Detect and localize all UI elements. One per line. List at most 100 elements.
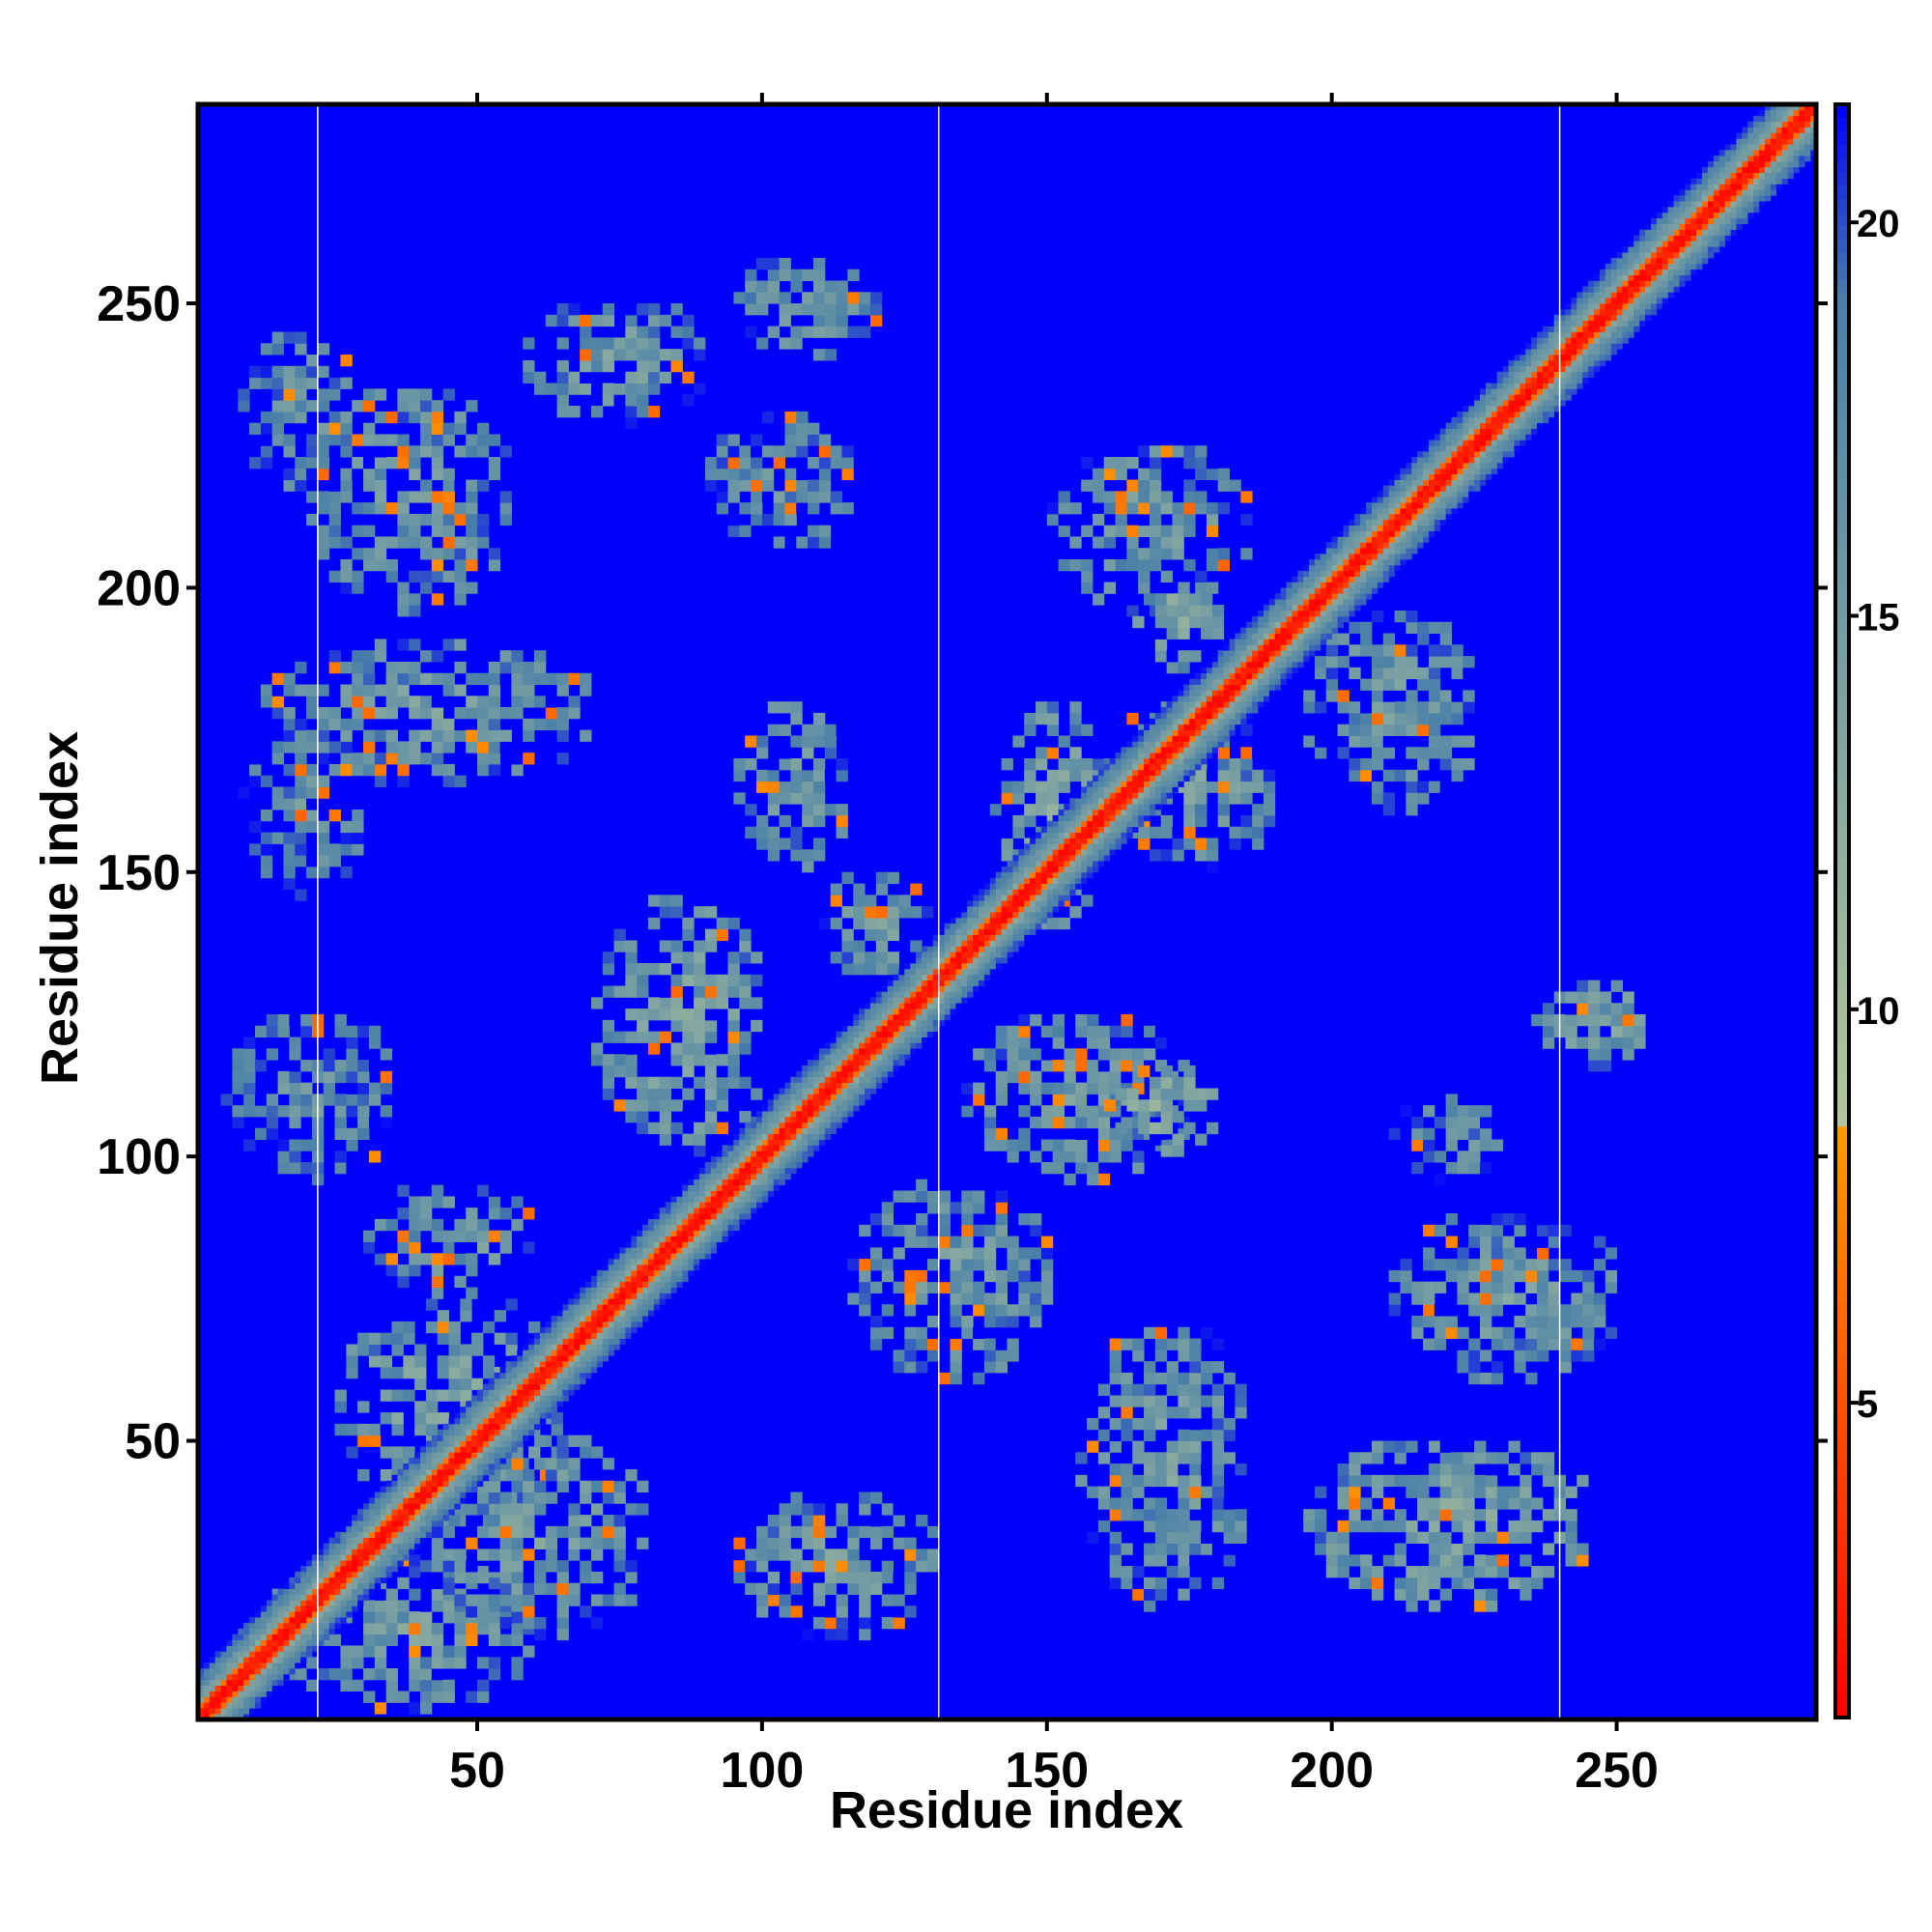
contact-cell bbox=[1149, 1088, 1162, 1100]
contact-cell bbox=[1622, 1003, 1634, 1015]
contact-cell bbox=[767, 1594, 781, 1606]
diagonal-cell bbox=[562, 1378, 569, 1385]
contact-cell bbox=[1514, 1350, 1526, 1362]
diagonal-cell bbox=[340, 1554, 347, 1561]
contact-cell bbox=[812, 314, 826, 327]
diagonal-cell bbox=[397, 1543, 404, 1549]
contact-cell bbox=[442, 525, 455, 537]
contact-cell bbox=[374, 1218, 387, 1232]
contact-cell bbox=[1491, 1361, 1504, 1374]
diagonal-cell bbox=[523, 1383, 529, 1390]
contact-cell bbox=[670, 359, 683, 373]
contact-cell bbox=[334, 1162, 347, 1175]
contact-cell bbox=[670, 1019, 683, 1033]
diagonal-cell bbox=[488, 1412, 496, 1419]
contact-cell bbox=[1406, 769, 1418, 782]
diagonal-cell bbox=[437, 1429, 444, 1436]
contact-cell bbox=[1081, 570, 1094, 583]
diagonal-cell bbox=[670, 1247, 677, 1254]
contact-cell bbox=[1559, 1304, 1572, 1317]
diagonal-cell bbox=[317, 1548, 325, 1555]
diagonal-cell bbox=[238, 1714, 244, 1719]
contact-cell bbox=[328, 377, 341, 389]
diagonal-cell bbox=[266, 1617, 273, 1624]
contact-cell bbox=[602, 1031, 615, 1043]
diagonal-cell bbox=[528, 1366, 535, 1374]
contact-cell bbox=[1571, 1316, 1583, 1328]
contact-cell bbox=[682, 1133, 695, 1146]
contact-cell bbox=[1092, 468, 1105, 481]
contact-cell bbox=[841, 962, 854, 976]
contact-cell bbox=[893, 1190, 905, 1203]
diagonal-cell bbox=[346, 1577, 353, 1584]
contact-cell bbox=[659, 1122, 672, 1135]
diagonal-cell bbox=[523, 1429, 529, 1436]
contact-cell bbox=[580, 1446, 592, 1459]
contact-cell bbox=[916, 1179, 928, 1191]
contact-cell bbox=[1480, 1350, 1492, 1362]
contact-cell bbox=[1109, 1543, 1122, 1555]
contact-cell bbox=[790, 326, 803, 338]
diagonal-cell bbox=[425, 1509, 433, 1516]
contact-cell bbox=[1183, 525, 1196, 537]
diagonal-cell bbox=[352, 1588, 358, 1595]
contact-cell bbox=[1183, 804, 1196, 816]
contact-cell bbox=[1382, 1497, 1396, 1510]
contact-cell bbox=[1046, 724, 1060, 736]
diagonal-cell bbox=[306, 1582, 313, 1589]
contact-cell bbox=[1223, 1452, 1236, 1464]
contact-cell bbox=[1211, 1577, 1225, 1590]
contact-cell bbox=[283, 810, 296, 822]
contact-cell bbox=[647, 1099, 661, 1112]
contact-cell bbox=[704, 1065, 718, 1078]
contact-cell bbox=[1121, 1577, 1133, 1590]
diagonal-cell bbox=[385, 1503, 392, 1510]
contact-cell bbox=[533, 1560, 547, 1573]
contact-cell bbox=[1064, 1151, 1076, 1163]
contact-cell bbox=[1109, 1429, 1122, 1442]
diagonal-cell bbox=[659, 1281, 667, 1288]
diagonal-cell bbox=[665, 1281, 671, 1288]
contact-cell bbox=[1406, 644, 1418, 657]
diagonal-cell bbox=[590, 1338, 598, 1345]
diagonal-cell bbox=[254, 1662, 262, 1669]
diagonal-cell bbox=[699, 1224, 706, 1232]
contact-cell bbox=[1463, 1577, 1475, 1590]
diagonal-cell bbox=[368, 1503, 376, 1510]
contact-cell bbox=[1087, 1094, 1099, 1106]
contact-cell bbox=[670, 997, 683, 1009]
contact-cell bbox=[824, 724, 838, 736]
contact-cell bbox=[271, 343, 284, 355]
contact-cell bbox=[1428, 1520, 1441, 1533]
diagonal-cell bbox=[306, 1628, 313, 1635]
contact-cell bbox=[727, 985, 740, 998]
diagonal-cell bbox=[545, 1332, 553, 1339]
diagonal-cell bbox=[488, 1435, 496, 1441]
contact-cell bbox=[1097, 1082, 1111, 1094]
contact-cell bbox=[796, 445, 809, 458]
diagonal-cell bbox=[580, 1338, 586, 1345]
contact-cell bbox=[1314, 735, 1327, 748]
contact-cell bbox=[1548, 1259, 1561, 1271]
contact-cell bbox=[1172, 1133, 1184, 1146]
diagonal-cell bbox=[403, 1509, 410, 1516]
contact-cell bbox=[704, 940, 718, 952]
diagonal-cell bbox=[266, 1639, 273, 1646]
diagonal-cell bbox=[539, 1338, 547, 1345]
contact-cell bbox=[865, 928, 877, 941]
diagonal-cell bbox=[488, 1468, 496, 1476]
diagonal-cell bbox=[682, 1253, 689, 1260]
diagonal-cell bbox=[249, 1702, 256, 1709]
diagonal-cell bbox=[323, 1611, 330, 1618]
diagonal-cell bbox=[551, 1361, 557, 1368]
contact-cell bbox=[637, 383, 649, 395]
contact-cell bbox=[340, 582, 353, 594]
diagonal-cell bbox=[249, 1662, 256, 1669]
contact-cell bbox=[1178, 661, 1190, 674]
diagonal-cell bbox=[306, 1639, 313, 1646]
contact-cell bbox=[1075, 1025, 1088, 1038]
contact-cell bbox=[1434, 1173, 1447, 1186]
diagonal-cell bbox=[511, 1395, 518, 1402]
diagonal-cell bbox=[266, 1628, 273, 1635]
contact-cell bbox=[1195, 1088, 1208, 1100]
